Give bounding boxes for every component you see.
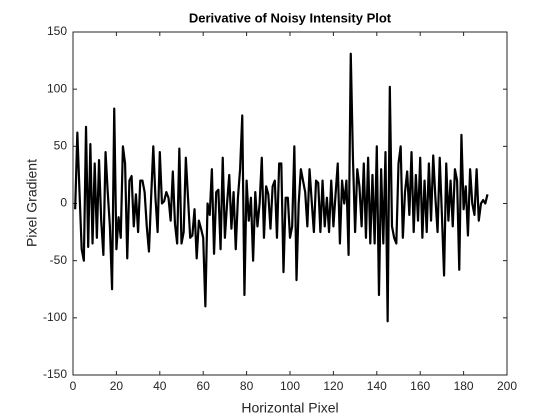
y-tick-label: 100 [47, 81, 67, 95]
x-tick-label: 140 [367, 379, 387, 393]
x-tick-label: 200 [497, 379, 517, 393]
y-tick-label: 50 [54, 139, 68, 153]
y-tick-label: -50 [50, 253, 68, 267]
x-tick-label: 0 [70, 379, 77, 393]
x-tick-label: 180 [454, 379, 474, 393]
chart-title: Derivative of Noisy Intensity Plot [189, 10, 392, 25]
x-tick-label: 60 [197, 379, 211, 393]
x-tick-label: 120 [323, 379, 343, 393]
data-line [74, 52, 489, 323]
x-axis-label: Horizontal Pixel [241, 400, 338, 416]
y-axis-label: Pixel Gradient [24, 159, 40, 247]
x-tick-label: 160 [410, 379, 430, 393]
x-tick-label: 20 [110, 379, 124, 393]
x-tick-label: 100 [280, 379, 300, 393]
y-tick-label: -100 [43, 310, 67, 324]
x-tick-label: 80 [240, 379, 254, 393]
y-tick-label: 0 [60, 196, 67, 210]
y-tick-label: -150 [43, 367, 67, 381]
axes-box [72, 31, 508, 376]
x-tick-label: 40 [153, 379, 167, 393]
y-tick-label: 150 [47, 24, 67, 38]
